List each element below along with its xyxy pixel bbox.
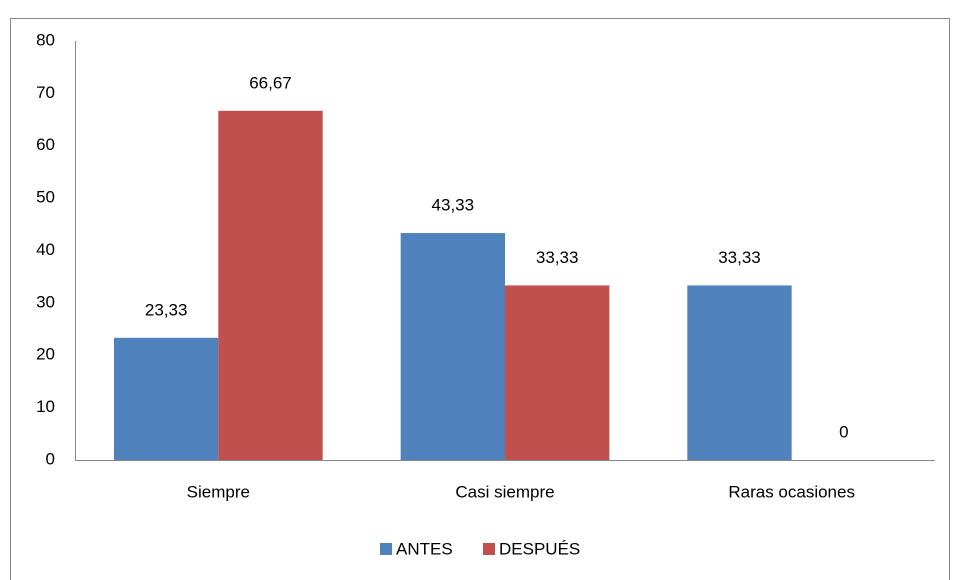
y-tick-label: 10 — [36, 397, 55, 416]
x-tick-label: Casi siempre — [455, 482, 554, 501]
y-tick-label: 20 — [36, 345, 55, 364]
y-tick-label: 70 — [36, 83, 55, 102]
y-tick-label: 60 — [36, 135, 55, 154]
value-label: 33,33 — [536, 248, 579, 267]
bar — [505, 285, 610, 460]
y-tick-label: 50 — [36, 188, 55, 207]
value-label: 66,67 — [249, 73, 292, 92]
y-tick-label: 80 — [36, 30, 55, 49]
y-tick-label: 0 — [46, 449, 55, 468]
value-label: 23,33 — [145, 300, 188, 319]
value-label: 0 — [839, 422, 848, 441]
legend-label: DESPUÉS — [499, 539, 580, 558]
bar — [218, 110, 323, 461]
value-label: 33,33 — [718, 248, 761, 267]
bar — [400, 233, 505, 460]
legend-swatch — [380, 543, 392, 555]
legend-label: ANTES — [396, 539, 453, 558]
bar — [687, 285, 792, 460]
legend-swatch — [483, 543, 495, 555]
value-label: 43,33 — [432, 196, 475, 215]
y-tick-label: 30 — [36, 292, 55, 311]
x-tick-label: Raras ocasiones — [728, 482, 855, 501]
y-tick-label: 40 — [36, 240, 55, 259]
bar — [113, 337, 219, 460]
x-tick-label: Siempre — [187, 482, 250, 501]
